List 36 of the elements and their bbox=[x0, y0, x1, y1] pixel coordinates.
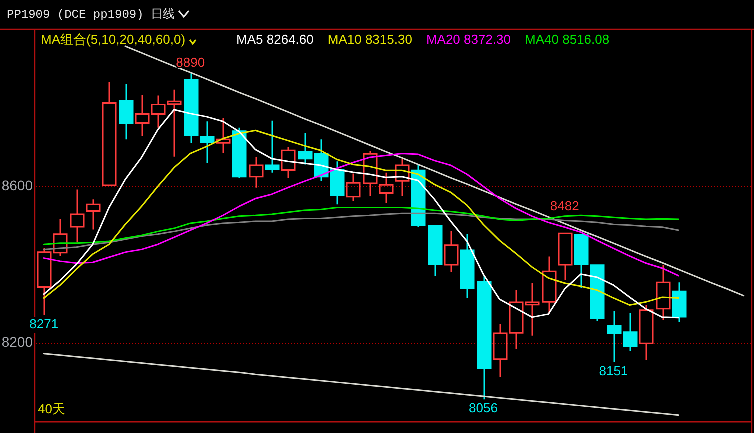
candlestick bbox=[232, 127, 247, 179]
candlestick bbox=[119, 83, 134, 140]
y-tick-label: 8600 bbox=[2, 178, 34, 194]
candlestick bbox=[656, 264, 671, 321]
candlestick bbox=[379, 172, 394, 204]
y-tick-label: 8200 bbox=[2, 334, 34, 350]
candlestick bbox=[216, 117, 231, 154]
annotation: 8056 bbox=[469, 400, 498, 416]
candlestick bbox=[363, 150, 378, 198]
candlestick bbox=[102, 82, 117, 187]
candlestick bbox=[265, 120, 280, 174]
annotation: 40天 bbox=[38, 402, 66, 417]
candlestick bbox=[249, 156, 264, 189]
annotation: 8151 bbox=[599, 364, 628, 379]
legend-title: MA组合(5,10,20,40,60,0) bbox=[41, 32, 187, 47]
candlestick bbox=[639, 304, 654, 361]
chart-title: PP1909 (DCE pp1909) 日线 bbox=[7, 6, 176, 22]
candlestick bbox=[395, 158, 410, 198]
candlestick bbox=[542, 256, 557, 316]
text: MA20 8372.30 bbox=[426, 32, 512, 47]
candlestick bbox=[460, 234, 475, 299]
annotation: 8271 bbox=[30, 316, 59, 332]
candlestick bbox=[558, 232, 573, 281]
candlestick bbox=[346, 172, 361, 202]
annotation: 8890 bbox=[176, 54, 206, 70]
candlestick bbox=[86, 198, 101, 230]
candlestick bbox=[281, 146, 296, 179]
candlestick bbox=[672, 282, 687, 323]
candlestick bbox=[428, 224, 443, 278]
candlestick bbox=[444, 230, 459, 273]
candlestick bbox=[70, 189, 85, 244]
text: MA10 8315.30 bbox=[328, 32, 412, 47]
annotation: 8482 bbox=[550, 198, 580, 214]
candlestick bbox=[477, 276, 492, 400]
text: MA5 8264.60 bbox=[236, 32, 314, 47]
text: MA40 8516.08 bbox=[525, 32, 610, 47]
